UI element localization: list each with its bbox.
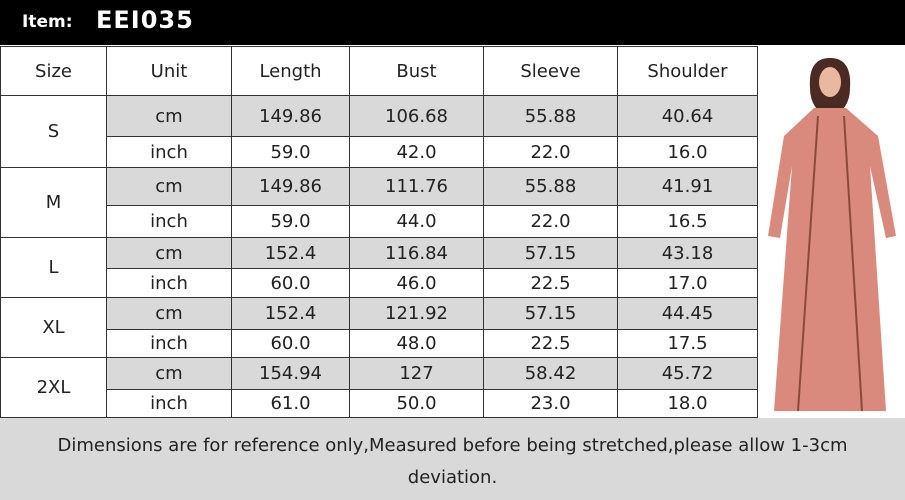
unit: inch	[107, 206, 232, 238]
measurement: 22.0	[484, 137, 618, 168]
measurement: 154.94	[232, 358, 350, 390]
column-header: Bust	[350, 46, 484, 96]
size-label: XL	[0, 298, 107, 358]
unit: cm	[107, 358, 232, 390]
item-code: EEI035	[96, 6, 194, 34]
measurement: 111.76	[350, 168, 484, 206]
measurement: 40.64	[618, 96, 758, 137]
unit: cm	[107, 168, 232, 206]
measurement: 16.0	[618, 137, 758, 168]
product-photo	[758, 46, 905, 418]
measurement: 42.0	[350, 137, 484, 168]
measurement: 55.88	[484, 96, 618, 137]
measurement: 152.4	[232, 298, 350, 330]
column-header: Unit	[107, 46, 232, 96]
measurement: 44.45	[618, 298, 758, 330]
measurement: 116.84	[350, 238, 484, 269]
measurement: 149.86	[232, 168, 350, 206]
measurement: 48.0	[350, 330, 484, 358]
measurement: 149.86	[232, 96, 350, 137]
measurement: 16.5	[618, 206, 758, 238]
measurement: 57.15	[484, 238, 618, 269]
measurement: 57.15	[484, 298, 618, 330]
unit: cm	[107, 238, 232, 269]
unit: inch	[107, 390, 232, 418]
measurement: 22.0	[484, 206, 618, 238]
measurement: 18.0	[618, 390, 758, 418]
measurement: 152.4	[232, 238, 350, 269]
measurement: 59.0	[232, 206, 350, 238]
column-header: Shoulder	[618, 46, 758, 96]
measurement: 59.0	[232, 137, 350, 168]
size-label: 2XL	[0, 358, 107, 418]
header-bar: Item: EEI035	[0, 0, 905, 45]
size-label: S	[0, 96, 107, 168]
measurement: 55.88	[484, 168, 618, 206]
unit: cm	[107, 96, 232, 137]
measurement: 121.92	[350, 298, 484, 330]
measurement: 23.0	[484, 390, 618, 418]
unit: inch	[107, 137, 232, 168]
measurement: 60.0	[232, 330, 350, 358]
measurement: 50.0	[350, 390, 484, 418]
measurement: 22.5	[484, 269, 618, 298]
column-header: Size	[0, 46, 107, 96]
measurement: 17.5	[618, 330, 758, 358]
unit: inch	[107, 269, 232, 298]
measurement: 41.91	[618, 168, 758, 206]
measurement: 60.0	[232, 269, 350, 298]
measurement: 61.0	[232, 390, 350, 418]
measurement: 17.0	[618, 269, 758, 298]
measurement: 45.72	[618, 358, 758, 390]
measurement: 22.5	[484, 330, 618, 358]
measurement: 106.68	[350, 96, 484, 137]
size-label: L	[0, 238, 107, 298]
footnote: Dimensions are for reference only,Measur…	[0, 418, 905, 500]
item-label: Item:	[22, 12, 73, 32]
measurement: 46.0	[350, 269, 484, 298]
measurement: 43.18	[618, 238, 758, 269]
measurement: 127	[350, 358, 484, 390]
measurement: 58.42	[484, 358, 618, 390]
unit: cm	[107, 298, 232, 330]
column-header: Sleeve	[484, 46, 618, 96]
unit: inch	[107, 330, 232, 358]
measurement: 44.0	[350, 206, 484, 238]
column-header: Length	[232, 46, 350, 96]
size-label: M	[0, 168, 107, 238]
